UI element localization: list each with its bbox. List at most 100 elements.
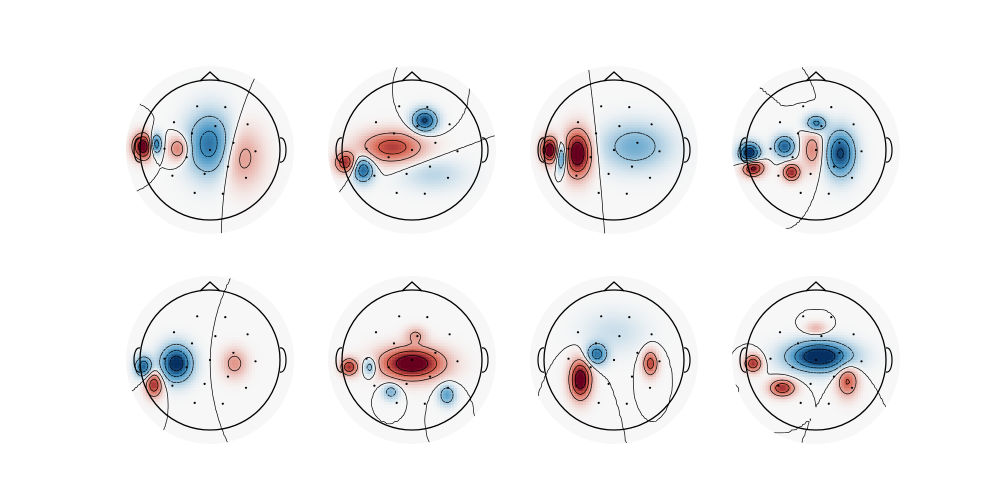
heatmap-cell: [442, 91, 447, 95]
heatmap-cell: [358, 110, 363, 115]
heatmap-cell: [437, 88, 441, 92]
heatmap-cell: [246, 220, 250, 224]
heatmap-cell: [434, 102, 438, 106]
heatmap-cell: [165, 144, 169, 148]
heatmap-cell: [173, 220, 177, 224]
heatmap-cell: [187, 80, 191, 84]
heatmap-cell: [207, 164, 211, 168]
heatmap-cell: [140, 172, 144, 176]
heatmap-cell: [226, 110, 231, 115]
heatmap-cell: [470, 124, 475, 129]
heatmap-cell: [482, 110, 486, 115]
heatmap-cell: [137, 150, 141, 154]
heatmap-cell: [260, 175, 264, 179]
heatmap-cell: [448, 119, 452, 123]
heatmap-cell: [257, 141, 261, 145]
heatmap-cell: [370, 105, 374, 109]
heatmap-cell: [126, 158, 130, 162]
heatmap-cell: [274, 105, 278, 109]
heatmap-cell: [151, 116, 155, 120]
heatmap-cell: [142, 141, 147, 145]
heatmap-cell: [268, 99, 273, 103]
heatmap-cell: [246, 178, 250, 182]
heatmap-cell: [204, 91, 208, 95]
heatmap-cell: [263, 178, 267, 182]
heatmap-cell: [398, 85, 402, 89]
heatmap-cell: [456, 88, 461, 92]
heatmap-cell: [268, 206, 273, 210]
heatmap-cell: [165, 88, 169, 92]
heatmap-cell: [232, 228, 236, 232]
heatmap-cell: [215, 169, 219, 173]
heatmap-cell: [423, 127, 427, 131]
heatmap-cell: [131, 122, 135, 126]
heatmap-cell: [260, 130, 264, 134]
heatmap-cell: [190, 192, 194, 196]
heatmap-cell: [179, 175, 183, 179]
heatmap-cell: [431, 91, 435, 95]
heatmap-cell: [179, 144, 183, 148]
heatmap-cell: [168, 105, 172, 109]
heatmap-cell: [384, 77, 388, 81]
heatmap-cell: [212, 152, 217, 157]
heatmap-cell: [145, 94, 149, 98]
topomap-panel: [328, 66, 496, 234]
heatmap-cell: [274, 113, 278, 117]
heatmap-cell: [226, 130, 231, 134]
heatmap-cell: [428, 85, 433, 89]
heatmap-cell: [218, 158, 222, 162]
heatmap-cell: [409, 80, 413, 84]
heatmap-cell: [381, 80, 385, 84]
heatmap-cell: [190, 96, 194, 101]
heatmap-cell: [196, 138, 200, 143]
heatmap-cell: [148, 200, 152, 204]
heatmap-cell: [254, 82, 259, 87]
heatmap-cell: [187, 119, 191, 123]
heatmap-cell: [179, 214, 183, 218]
heatmap-cell: [254, 192, 259, 196]
heatmap-cell: [207, 113, 211, 117]
heatmap-cell: [193, 147, 197, 151]
heatmap-cell: [451, 94, 455, 98]
heatmap-cell: [285, 127, 289, 131]
heatmap-cell: [137, 161, 141, 165]
heatmap-cell: [252, 197, 256, 201]
heatmap-cell: [243, 122, 247, 126]
heatmap-cell: [159, 91, 163, 95]
heatmap-cell: [148, 206, 152, 210]
heatmap-cell: [229, 91, 233, 95]
heatmap-cell: [440, 91, 444, 95]
heatmap-cell: [196, 222, 200, 227]
heatmap-cell: [218, 144, 222, 148]
heatmap-cell: [358, 94, 363, 98]
heatmap-cell: [221, 220, 225, 224]
heatmap-cell: [210, 138, 214, 143]
heatmap-cell: [274, 178, 278, 182]
heatmap-cell: [159, 94, 163, 98]
heatmap-cell: [243, 183, 247, 187]
heatmap-cell: [173, 138, 177, 143]
heatmap-cell: [190, 175, 194, 179]
heatmap-cell: [254, 178, 259, 182]
heatmap-cell: [176, 80, 180, 84]
head-outline: [139, 79, 281, 221]
heatmap-cell: [484, 116, 489, 120]
heatmap-cell: [229, 225, 233, 229]
heatmap-cell: [190, 105, 194, 109]
heatmap-cell: [232, 133, 236, 137]
heatmap-cell: [280, 169, 284, 173]
heatmap-cell: [224, 150, 228, 154]
heatmap-cell: [448, 94, 452, 98]
heatmap-cell: [193, 74, 197, 78]
heatmap-cell: [344, 110, 349, 115]
heatmap-cell: [468, 94, 472, 98]
heatmap-cell: [210, 217, 214, 221]
heatmap-cell: [176, 74, 180, 78]
heatmap-cell: [238, 217, 242, 221]
heatmap-cell: [168, 130, 172, 134]
heatmap-cell: [210, 94, 214, 98]
heatmap-cell: [207, 192, 211, 196]
heatmap-cell: [173, 74, 177, 78]
heatmap-cell: [145, 122, 149, 126]
heatmap-cell: [179, 74, 183, 78]
